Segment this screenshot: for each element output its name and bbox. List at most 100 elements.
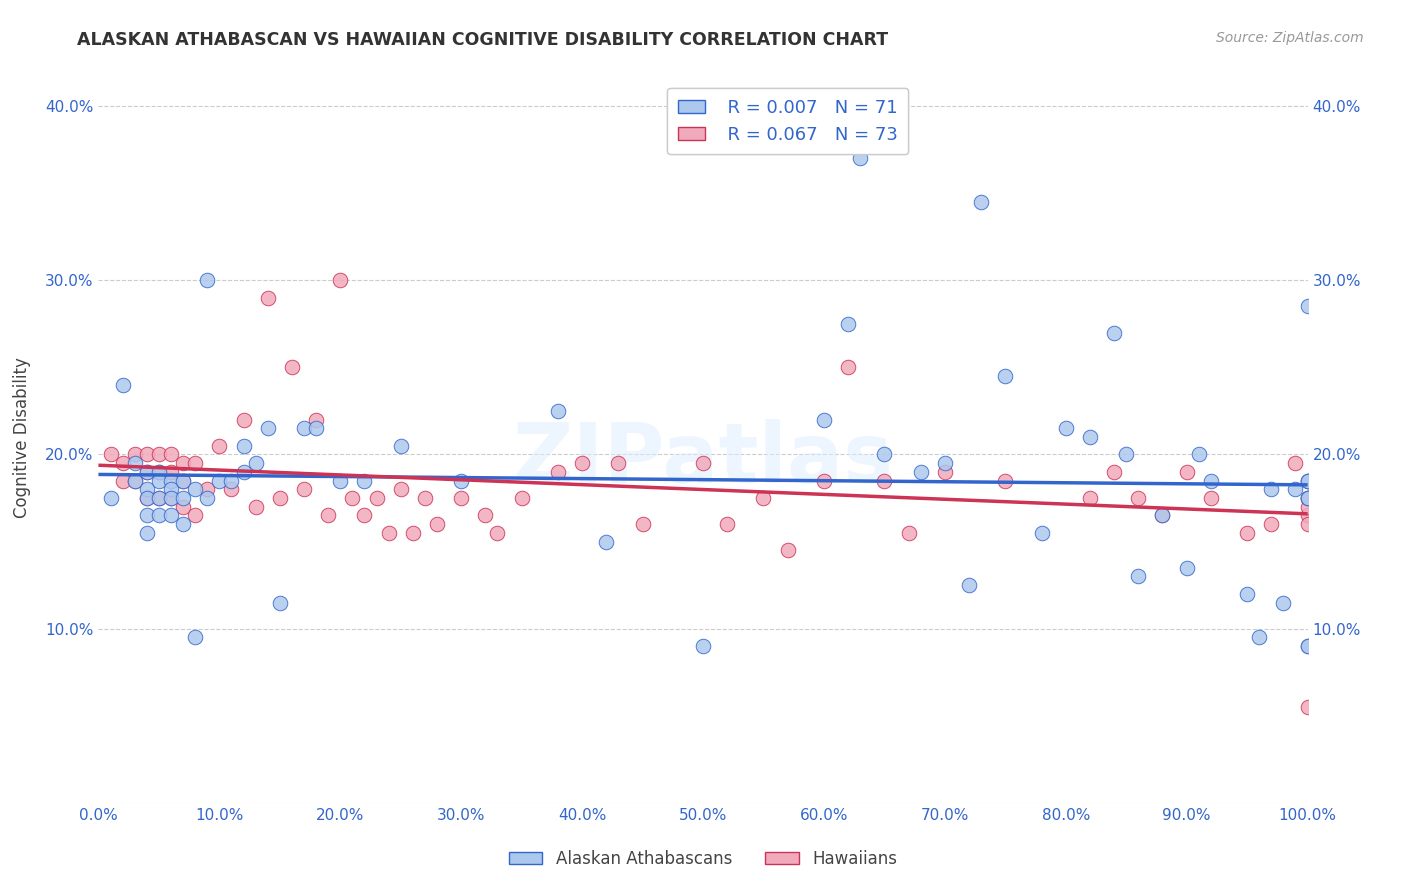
Point bbox=[1296, 508, 1319, 523]
Point bbox=[692, 456, 714, 470]
Point bbox=[389, 483, 412, 497]
Point bbox=[124, 474, 146, 488]
Point bbox=[148, 465, 170, 479]
Point bbox=[135, 491, 157, 505]
Point bbox=[873, 448, 896, 462]
Point bbox=[232, 412, 254, 426]
Point bbox=[148, 448, 170, 462]
Point bbox=[111, 474, 134, 488]
Point bbox=[172, 456, 194, 470]
Point bbox=[934, 456, 956, 470]
Point bbox=[292, 421, 315, 435]
Point bbox=[1296, 474, 1319, 488]
Point bbox=[135, 491, 157, 505]
Point bbox=[752, 491, 775, 505]
Point bbox=[1296, 700, 1319, 714]
Point bbox=[631, 517, 654, 532]
Point bbox=[221, 474, 243, 488]
Point bbox=[100, 491, 122, 505]
Point bbox=[329, 474, 352, 488]
Point bbox=[1296, 474, 1319, 488]
Point bbox=[172, 500, 194, 514]
Point bbox=[160, 508, 183, 523]
Point bbox=[100, 448, 122, 462]
Point bbox=[305, 421, 328, 435]
Point bbox=[111, 377, 134, 392]
Point bbox=[1284, 483, 1306, 497]
Point bbox=[124, 456, 146, 470]
Point bbox=[184, 508, 207, 523]
Point bbox=[124, 474, 146, 488]
Point bbox=[195, 483, 218, 497]
Point bbox=[160, 448, 183, 462]
Point bbox=[232, 439, 254, 453]
Point bbox=[1236, 587, 1258, 601]
Point bbox=[172, 474, 194, 488]
Point bbox=[353, 474, 375, 488]
Point bbox=[329, 273, 352, 287]
Point bbox=[1128, 569, 1150, 583]
Point bbox=[269, 595, 291, 609]
Point bbox=[910, 465, 932, 479]
Point bbox=[486, 525, 509, 540]
Point bbox=[1236, 525, 1258, 540]
Point bbox=[135, 465, 157, 479]
Point bbox=[316, 508, 339, 523]
Point bbox=[934, 465, 956, 479]
Point bbox=[994, 474, 1017, 488]
Point bbox=[426, 517, 449, 532]
Point bbox=[1296, 491, 1319, 505]
Point bbox=[256, 421, 278, 435]
Point bbox=[342, 491, 364, 505]
Point bbox=[1296, 491, 1319, 505]
Point bbox=[1102, 465, 1125, 479]
Point bbox=[837, 317, 859, 331]
Point bbox=[135, 448, 157, 462]
Point bbox=[281, 360, 304, 375]
Point bbox=[245, 500, 267, 514]
Point bbox=[148, 491, 170, 505]
Point bbox=[135, 483, 157, 497]
Point bbox=[571, 456, 593, 470]
Point bbox=[970, 194, 993, 209]
Point bbox=[849, 152, 872, 166]
Point bbox=[450, 474, 472, 488]
Text: ALASKAN ATHABASCAN VS HAWAIIAN COGNITIVE DISABILITY CORRELATION CHART: ALASKAN ATHABASCAN VS HAWAIIAN COGNITIVE… bbox=[77, 31, 889, 49]
Point bbox=[389, 439, 412, 453]
Point bbox=[148, 491, 170, 505]
Point bbox=[160, 491, 183, 505]
Legend:   R = 0.007   N = 71,   R = 0.067   N = 73: R = 0.007 N = 71, R = 0.067 N = 73 bbox=[666, 87, 908, 154]
Point bbox=[377, 525, 399, 540]
Point bbox=[716, 517, 738, 532]
Point bbox=[994, 369, 1017, 384]
Point bbox=[450, 491, 472, 505]
Point bbox=[172, 474, 194, 488]
Point bbox=[1031, 525, 1053, 540]
Point bbox=[837, 360, 859, 375]
Point bbox=[1296, 639, 1319, 653]
Point bbox=[1260, 483, 1282, 497]
Point bbox=[160, 491, 183, 505]
Point bbox=[172, 517, 194, 532]
Point bbox=[1199, 491, 1222, 505]
Point bbox=[1296, 474, 1319, 488]
Point bbox=[256, 291, 278, 305]
Point bbox=[135, 465, 157, 479]
Point bbox=[366, 491, 388, 505]
Point bbox=[353, 508, 375, 523]
Point bbox=[148, 508, 170, 523]
Point bbox=[510, 491, 533, 505]
Text: ZIPatlas: ZIPatlas bbox=[513, 418, 893, 500]
Point bbox=[1078, 430, 1101, 444]
Point bbox=[1272, 595, 1295, 609]
Point bbox=[1102, 326, 1125, 340]
Point bbox=[245, 456, 267, 470]
Point bbox=[1199, 474, 1222, 488]
Point bbox=[1296, 491, 1319, 505]
Point bbox=[474, 508, 496, 523]
Point bbox=[1296, 300, 1319, 314]
Point bbox=[111, 456, 134, 470]
Y-axis label: Cognitive Disability: Cognitive Disability bbox=[13, 357, 31, 517]
Point bbox=[160, 483, 183, 497]
Point bbox=[1260, 517, 1282, 532]
